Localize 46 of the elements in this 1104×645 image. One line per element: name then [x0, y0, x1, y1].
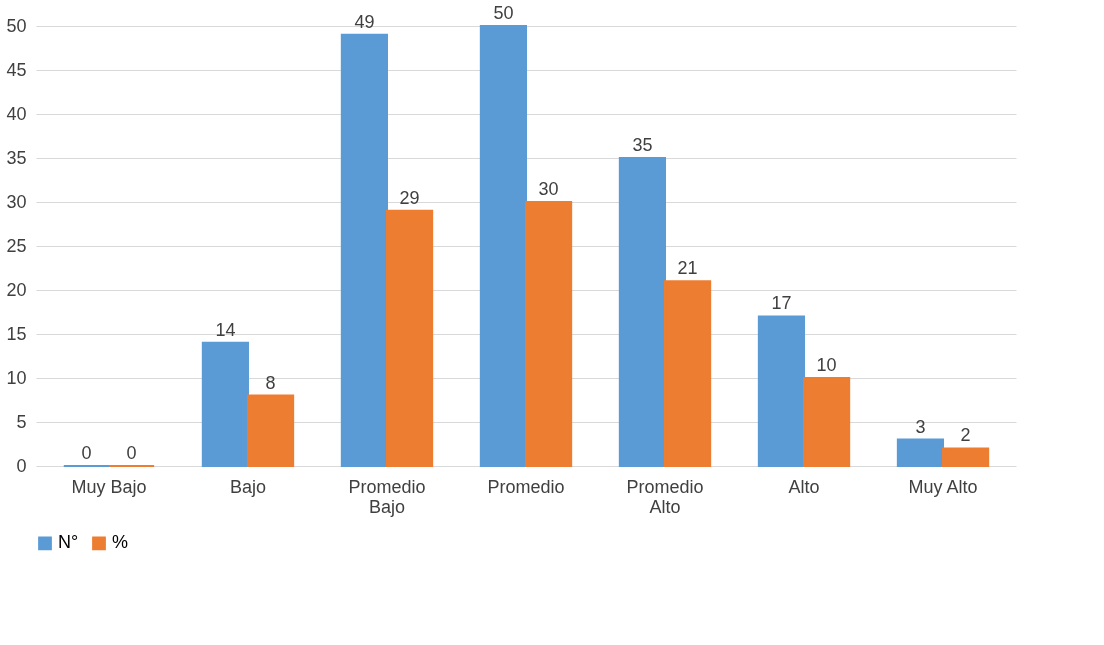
- bar: [479, 25, 527, 467]
- bar: [340, 33, 388, 467]
- bar: [618, 157, 667, 467]
- y-tick-label: 15: [6, 323, 27, 344]
- data-label: 8: [265, 372, 276, 393]
- x-tick-label: Muy Bajo: [71, 476, 147, 497]
- data-label: 0: [81, 443, 92, 463]
- x-tick-label: Promedio Bajo: [348, 476, 426, 517]
- bar: [896, 438, 945, 467]
- bar: [385, 209, 434, 467]
- bar: [942, 447, 990, 467]
- legend-label: N°: [58, 532, 79, 553]
- data-label: 35: [632, 135, 653, 155]
- bar: [664, 280, 712, 467]
- bar: [525, 201, 573, 467]
- y-tick-label: 50: [6, 15, 27, 36]
- data-label: 30: [538, 179, 559, 199]
- y-tick-label: 45: [6, 59, 27, 80]
- x-tick-label: Alto: [788, 476, 820, 497]
- x-tick-label: Bajo: [229, 476, 266, 497]
- bar: [201, 341, 249, 467]
- x-tick-label: Promedio: [487, 476, 565, 497]
- data-label: 29: [399, 187, 420, 208]
- y-tick-label: 20: [6, 279, 27, 300]
- legend-label: %: [112, 532, 129, 553]
- data-label: 10: [816, 355, 837, 375]
- bar: [246, 394, 295, 467]
- bar: [757, 315, 806, 467]
- y-tick-label: 10: [6, 367, 27, 388]
- y-tick-label: 40: [6, 103, 27, 124]
- y-tick-label: 25: [6, 235, 27, 256]
- x-tick-label: Promedio Alto: [626, 476, 704, 517]
- bar: [803, 377, 851, 467]
- y-tick-label: 35: [6, 147, 27, 168]
- y-tick-label: 0: [16, 455, 27, 476]
- data-label: 21: [677, 258, 698, 279]
- x-tick-label: Muy Alto: [908, 476, 978, 497]
- data-label: 17: [771, 293, 792, 314]
- y-tick-label: 5: [16, 411, 27, 432]
- data-label: 0: [126, 443, 137, 463]
- data-label: 50: [493, 3, 514, 23]
- data-label: 49: [354, 11, 375, 32]
- y-tick-label: 30: [6, 191, 27, 212]
- data-label: 3: [915, 416, 926, 437]
- data-label: 14: [215, 319, 236, 340]
- data-label: 2: [960, 425, 971, 446]
